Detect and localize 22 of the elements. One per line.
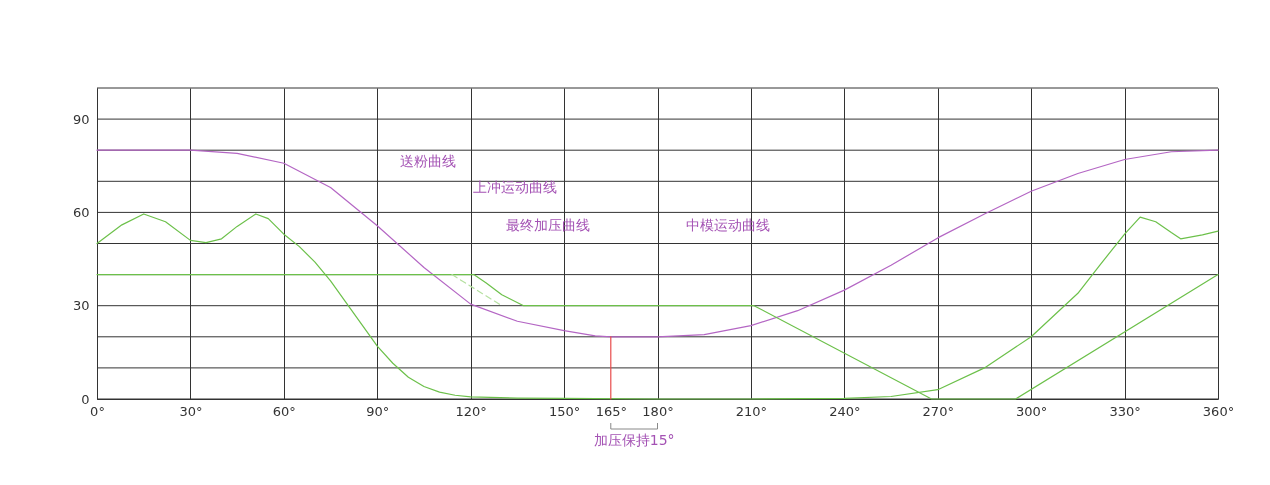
- x-tick-label: 240°: [829, 403, 861, 419]
- annotation: 上冲运动曲线: [473, 179, 557, 195]
- x-tick-label: 300°: [1016, 403, 1048, 419]
- y-tick-label: 60: [72, 204, 90, 220]
- x-tick-label: 165°: [595, 403, 627, 419]
- x-tick-label: 360°: [1202, 403, 1235, 419]
- line-series: [96, 149, 1219, 338]
- x-tick-label: 0°: [90, 403, 105, 419]
- y-tick-label: 30: [72, 298, 90, 314]
- annotation: 送粉曲线: [400, 153, 456, 169]
- x-tick-label: 180°: [642, 403, 674, 419]
- x-tick-label: 30°: [179, 403, 203, 419]
- y-tick-label: 0: [81, 391, 90, 407]
- y-tick-label: 90: [72, 111, 90, 127]
- x-tick-label: 270°: [922, 403, 954, 419]
- annotation: 加压保持15°: [593, 432, 675, 448]
- x-tick-label: 330°: [1109, 403, 1141, 419]
- x-tick-label: 60°: [272, 403, 296, 419]
- x-tick-label: 120°: [455, 403, 487, 419]
- x-tick-label: 210°: [735, 403, 768, 419]
- x-tick-label: 150°: [548, 403, 581, 419]
- x-tick-label: 90°: [366, 403, 390, 419]
